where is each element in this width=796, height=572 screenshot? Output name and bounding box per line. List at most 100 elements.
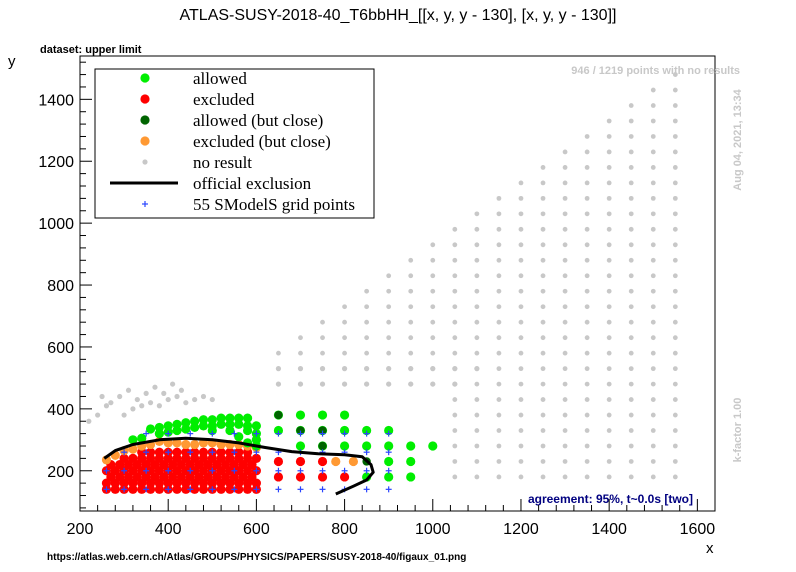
- no-result-point: [178, 387, 185, 393]
- no-result-point: [452, 474, 458, 480]
- grid-point: [121, 467, 128, 474]
- no-result-point: [540, 381, 546, 387]
- no-result-point: [518, 443, 524, 449]
- no-result-point: [320, 319, 325, 325]
- legend-label-allowed-close: allowed (but close): [193, 111, 323, 130]
- no-result-point: [408, 257, 414, 263]
- no-result-point: [672, 257, 678, 263]
- excluded-point: [273, 472, 284, 482]
- grid-point: [143, 430, 150, 437]
- no-result-point: [672, 165, 678, 170]
- no-result-point: [452, 335, 458, 341]
- legend-label-excluded-close: excluded (but close): [193, 132, 331, 151]
- grid-point: [275, 467, 282, 474]
- no-result-point: [672, 350, 678, 356]
- no-result-point: [672, 226, 678, 232]
- kfactor-label: k-factor 1.00: [732, 398, 744, 463]
- no-result-point: [452, 459, 458, 464]
- no-result-point: [200, 393, 207, 400]
- no-result-point: [430, 366, 436, 372]
- grid-point: [385, 486, 392, 493]
- no-result-point: [584, 273, 590, 279]
- no-result-point: [672, 397, 678, 402]
- excluded-point: [145, 447, 156, 457]
- agreement-text: agreement: 95%, t~0.0s [two]: [528, 492, 693, 506]
- no-result-point: [628, 366, 634, 372]
- allowed-close-point: [296, 426, 305, 435]
- no-result-point: [209, 396, 215, 403]
- x-tick-label: 1400: [591, 521, 627, 538]
- no-result-point: [474, 304, 480, 310]
- no-result-point: [584, 474, 590, 480]
- allowed-point: [384, 472, 394, 482]
- no-result-point: [474, 381, 480, 387]
- grid-point: [385, 430, 392, 437]
- no-result-point: [562, 459, 568, 464]
- no-result-point: [452, 381, 458, 387]
- excluded-point: [295, 456, 306, 467]
- no-result-point: [584, 459, 590, 464]
- allowed-point: [384, 456, 394, 467]
- no-result-point: [606, 443, 612, 449]
- no-result-point: [672, 474, 678, 480]
- no-result-point: [562, 257, 568, 263]
- no-result-point: [496, 242, 502, 248]
- no-result-point: [540, 443, 546, 449]
- no-result-point: [606, 304, 612, 310]
- no-result-point: [474, 242, 480, 248]
- no-result-point: [672, 149, 678, 155]
- no-result-point: [606, 257, 612, 263]
- no-result-point: [430, 319, 436, 325]
- no-result-point: [606, 242, 612, 248]
- excluded-point: [216, 447, 226, 457]
- no-result-point: [496, 459, 502, 464]
- no-result-point: [474, 412, 480, 418]
- no-result-point: [606, 165, 612, 170]
- no-result-point: [156, 403, 162, 409]
- no-result-point: [540, 459, 546, 464]
- no-result-point: [298, 366, 303, 372]
- no-result-point: [672, 195, 678, 201]
- no-result-point: [496, 350, 502, 356]
- no-result-point: [386, 273, 392, 279]
- x-axis-label: x: [706, 540, 714, 557]
- legend-marker-excluded: [140, 94, 150, 104]
- allowed-point: [339, 410, 350, 420]
- no-result-point: [584, 304, 590, 310]
- no-result-point: [540, 273, 546, 279]
- no-result-point: [672, 428, 678, 433]
- grid-point: [363, 430, 370, 437]
- y-tick-label: 200: [47, 464, 74, 481]
- allowed-point: [207, 425, 217, 436]
- no-result-point: [496, 257, 502, 263]
- no-result-point: [386, 319, 392, 325]
- no-result-point: [584, 412, 590, 418]
- y-tick-label: 800: [47, 278, 74, 295]
- no-result-point: [364, 319, 370, 325]
- grid-point: [231, 486, 238, 493]
- no-result-point: [672, 118, 678, 124]
- no-result-point: [108, 400, 114, 406]
- no-result-point: [452, 273, 458, 279]
- excluded-point: [317, 456, 328, 467]
- no-result-point: [628, 273, 634, 279]
- no-result-point: [474, 459, 480, 464]
- no-result-point: [86, 418, 92, 424]
- no-result-point: [183, 400, 189, 406]
- no-result-point: [474, 273, 480, 279]
- no-result-point: [650, 226, 656, 232]
- grid-point: [121, 449, 128, 456]
- grid-point: [187, 449, 194, 456]
- no-result-point: [452, 226, 458, 232]
- no-result-point: [606, 180, 612, 186]
- no-result-point: [452, 443, 458, 449]
- no-result-point: [496, 195, 502, 201]
- no-result-point: [430, 273, 436, 279]
- no-result-point: [452, 397, 458, 402]
- no-result-point: [562, 474, 568, 480]
- no-result-point: [562, 180, 568, 186]
- no-result-point: [540, 319, 546, 325]
- no-result-point: [562, 335, 568, 341]
- y-tick-label: 400: [47, 402, 74, 419]
- no-result-point: [452, 350, 458, 356]
